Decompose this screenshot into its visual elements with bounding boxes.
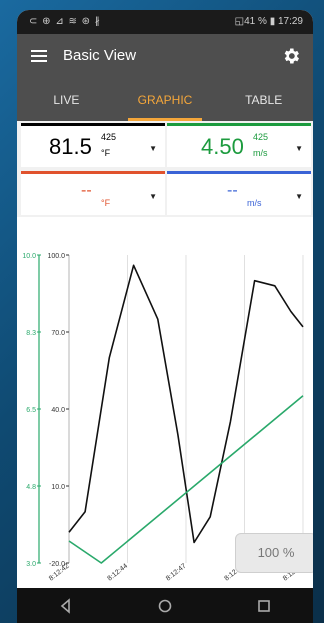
card-sup: 425 [253,132,269,142]
phone-screen: ⊂ ⊕ ⊿ ≋ ⊛ ∦ ◱41 % ▮ 17:29 Basic View LIV… [17,10,313,623]
status-right-info: ◱41 % ▮ 17:29 [234,16,303,27]
chart-area[interactable]: 8:12:428:12:448:12:478:12:508:12:53100.0… [17,217,313,587]
card-unit: m/s [247,198,262,208]
left-tick-label: 70.0 [51,330,65,337]
card-unit: °F [101,198,111,208]
x-tick-label: 8:12:44 [106,563,129,583]
dropdown-icon[interactable]: ▼ [149,144,157,153]
gear-icon[interactable] [281,46,301,66]
card-value: 81.5 [49,134,92,159]
app-title: Basic View [63,47,137,64]
left-tick-label: 10.0 [51,484,65,491]
sensor-card-empty-1[interactable]: -- °F ▼ [21,171,165,215]
tab-table[interactable]: TABLE [245,93,283,107]
tab-live[interactable]: LIVE [53,93,80,107]
line-chart[interactable]: 8:12:428:12:448:12:478:12:508:12:53100.0… [17,217,313,587]
sensor-cards: 81.5 425 °F ▼ 4.50 425 m/s ▼ -- °F ▼ -- … [17,121,313,217]
dropdown-icon[interactable]: ▼ [295,192,303,201]
left-tick-label: -20.0 [49,561,65,568]
status-left-icons: ⊂ ⊕ ⊿ ≋ ⊛ ∦ [29,16,101,27]
x-tick-label: 8:12:47 [165,563,188,583]
card-value: -- [227,182,238,199]
menu-icon[interactable] [31,50,47,62]
recent-icon[interactable] [256,598,272,614]
right-tick-label: 8.3 [26,330,36,337]
app-bar: Basic View [17,34,313,79]
card-value: -- [81,182,92,199]
right-tick-label: 4.8 [26,484,36,491]
sensor-card-speed[interactable]: 4.50 425 m/s ▼ [167,123,311,167]
sensor-card-temperature[interactable]: 81.5 425 °F ▼ [21,123,165,167]
status-bar: ⊂ ⊕ ⊿ ≋ ⊛ ∦ ◱41 % ▮ 17:29 [17,10,313,34]
card-sup: 425 [101,132,117,142]
card-unit: m/s [253,148,268,158]
card-unit: °F [101,148,111,158]
temperature-series-line [68,264,304,544]
card-value: 4.50 [201,134,244,159]
speed-series-line [68,395,304,564]
left-tick-label: 100.0 [47,253,65,260]
dropdown-icon[interactable]: ▼ [149,192,157,201]
nav-bar [17,588,313,623]
home-icon[interactable] [157,598,173,614]
zoom-indicator[interactable]: 100 % [235,533,313,573]
left-tick-label: 40.0 [51,407,65,414]
sensor-card-empty-2[interactable]: -- m/s ▼ [167,171,311,215]
dropdown-icon[interactable]: ▼ [295,144,303,153]
tab-bar: LIVE GRAPHIC TABLE [17,79,313,121]
right-tick-label: 3.0 [26,561,36,568]
back-icon[interactable] [58,597,74,614]
right-tick-label: 6.5 [26,407,36,414]
tab-graphic[interactable]: GRAPHIC [116,79,215,121]
right-tick-label: 10.0 [22,253,36,260]
